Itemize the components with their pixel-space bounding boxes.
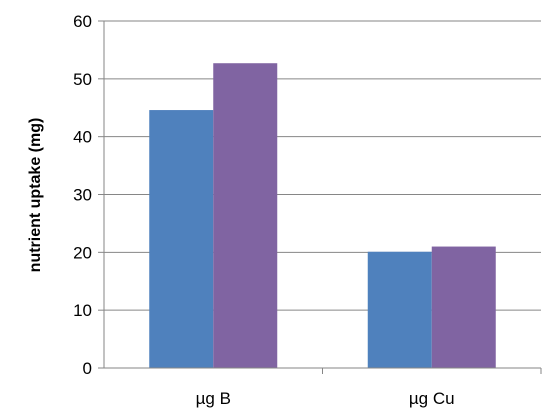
bar-series2-2: [431, 246, 496, 368]
y-tick-label: 60: [73, 12, 92, 31]
y-tick-labels: 0 10 20 30 40 50 60: [73, 12, 92, 378]
y-tick-label: 20: [73, 243, 92, 262]
bar-series2-1: [213, 63, 278, 369]
y-axis-title: nutrient uptake (mg): [27, 118, 44, 273]
x-tick-label: µg B: [196, 389, 231, 408]
bar-series1-2: [367, 251, 432, 368]
y-tick-label: 0: [83, 359, 92, 378]
y-tick-label: 40: [73, 128, 92, 147]
x-tick-labels: µg B µg Cu: [196, 389, 455, 408]
x-tick-label: µg Cu: [409, 389, 455, 408]
bar-series1-1: [149, 110, 214, 369]
bar-group: [149, 63, 496, 369]
y-tick-label: 30: [73, 186, 92, 205]
y-tick-label: 50: [73, 70, 92, 89]
y-tick-label: 10: [73, 301, 92, 320]
axes: [103, 21, 542, 374]
